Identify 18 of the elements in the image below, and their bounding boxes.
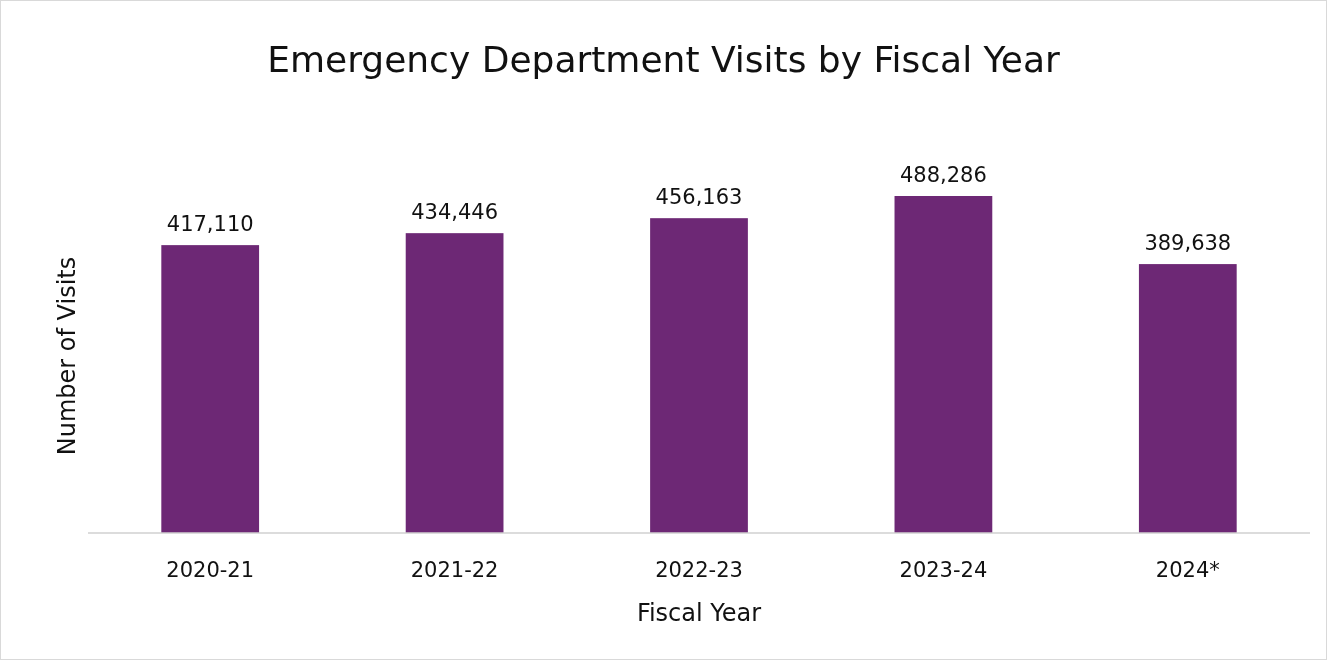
x-tick-label: 2023-24 — [899, 558, 988, 582]
bar — [894, 196, 993, 533]
bar — [405, 233, 504, 533]
chart-title: Emergency Department Visits by Fiscal Year — [267, 39, 1061, 80]
bar — [1138, 264, 1237, 533]
data-label: 434,446 — [411, 200, 499, 225]
x-tick-label: 2022-23 — [655, 558, 743, 582]
x-tick-label: 2024* — [1155, 558, 1220, 582]
bar — [650, 218, 748, 533]
bar — [161, 245, 260, 533]
x-axis-title: Fiscal Year — [636, 599, 762, 627]
x-tick-label: 2020-21 — [166, 558, 255, 582]
x-tick-label: 2021-22 — [410, 558, 499, 582]
y-axis-title: Number of Visits — [53, 256, 81, 456]
data-label: 488,286 — [899, 163, 987, 187]
data-label: 417,110 — [166, 212, 254, 237]
data-label: 389,638 — [1144, 231, 1232, 256]
data-label: 456,163 — [655, 185, 743, 210]
